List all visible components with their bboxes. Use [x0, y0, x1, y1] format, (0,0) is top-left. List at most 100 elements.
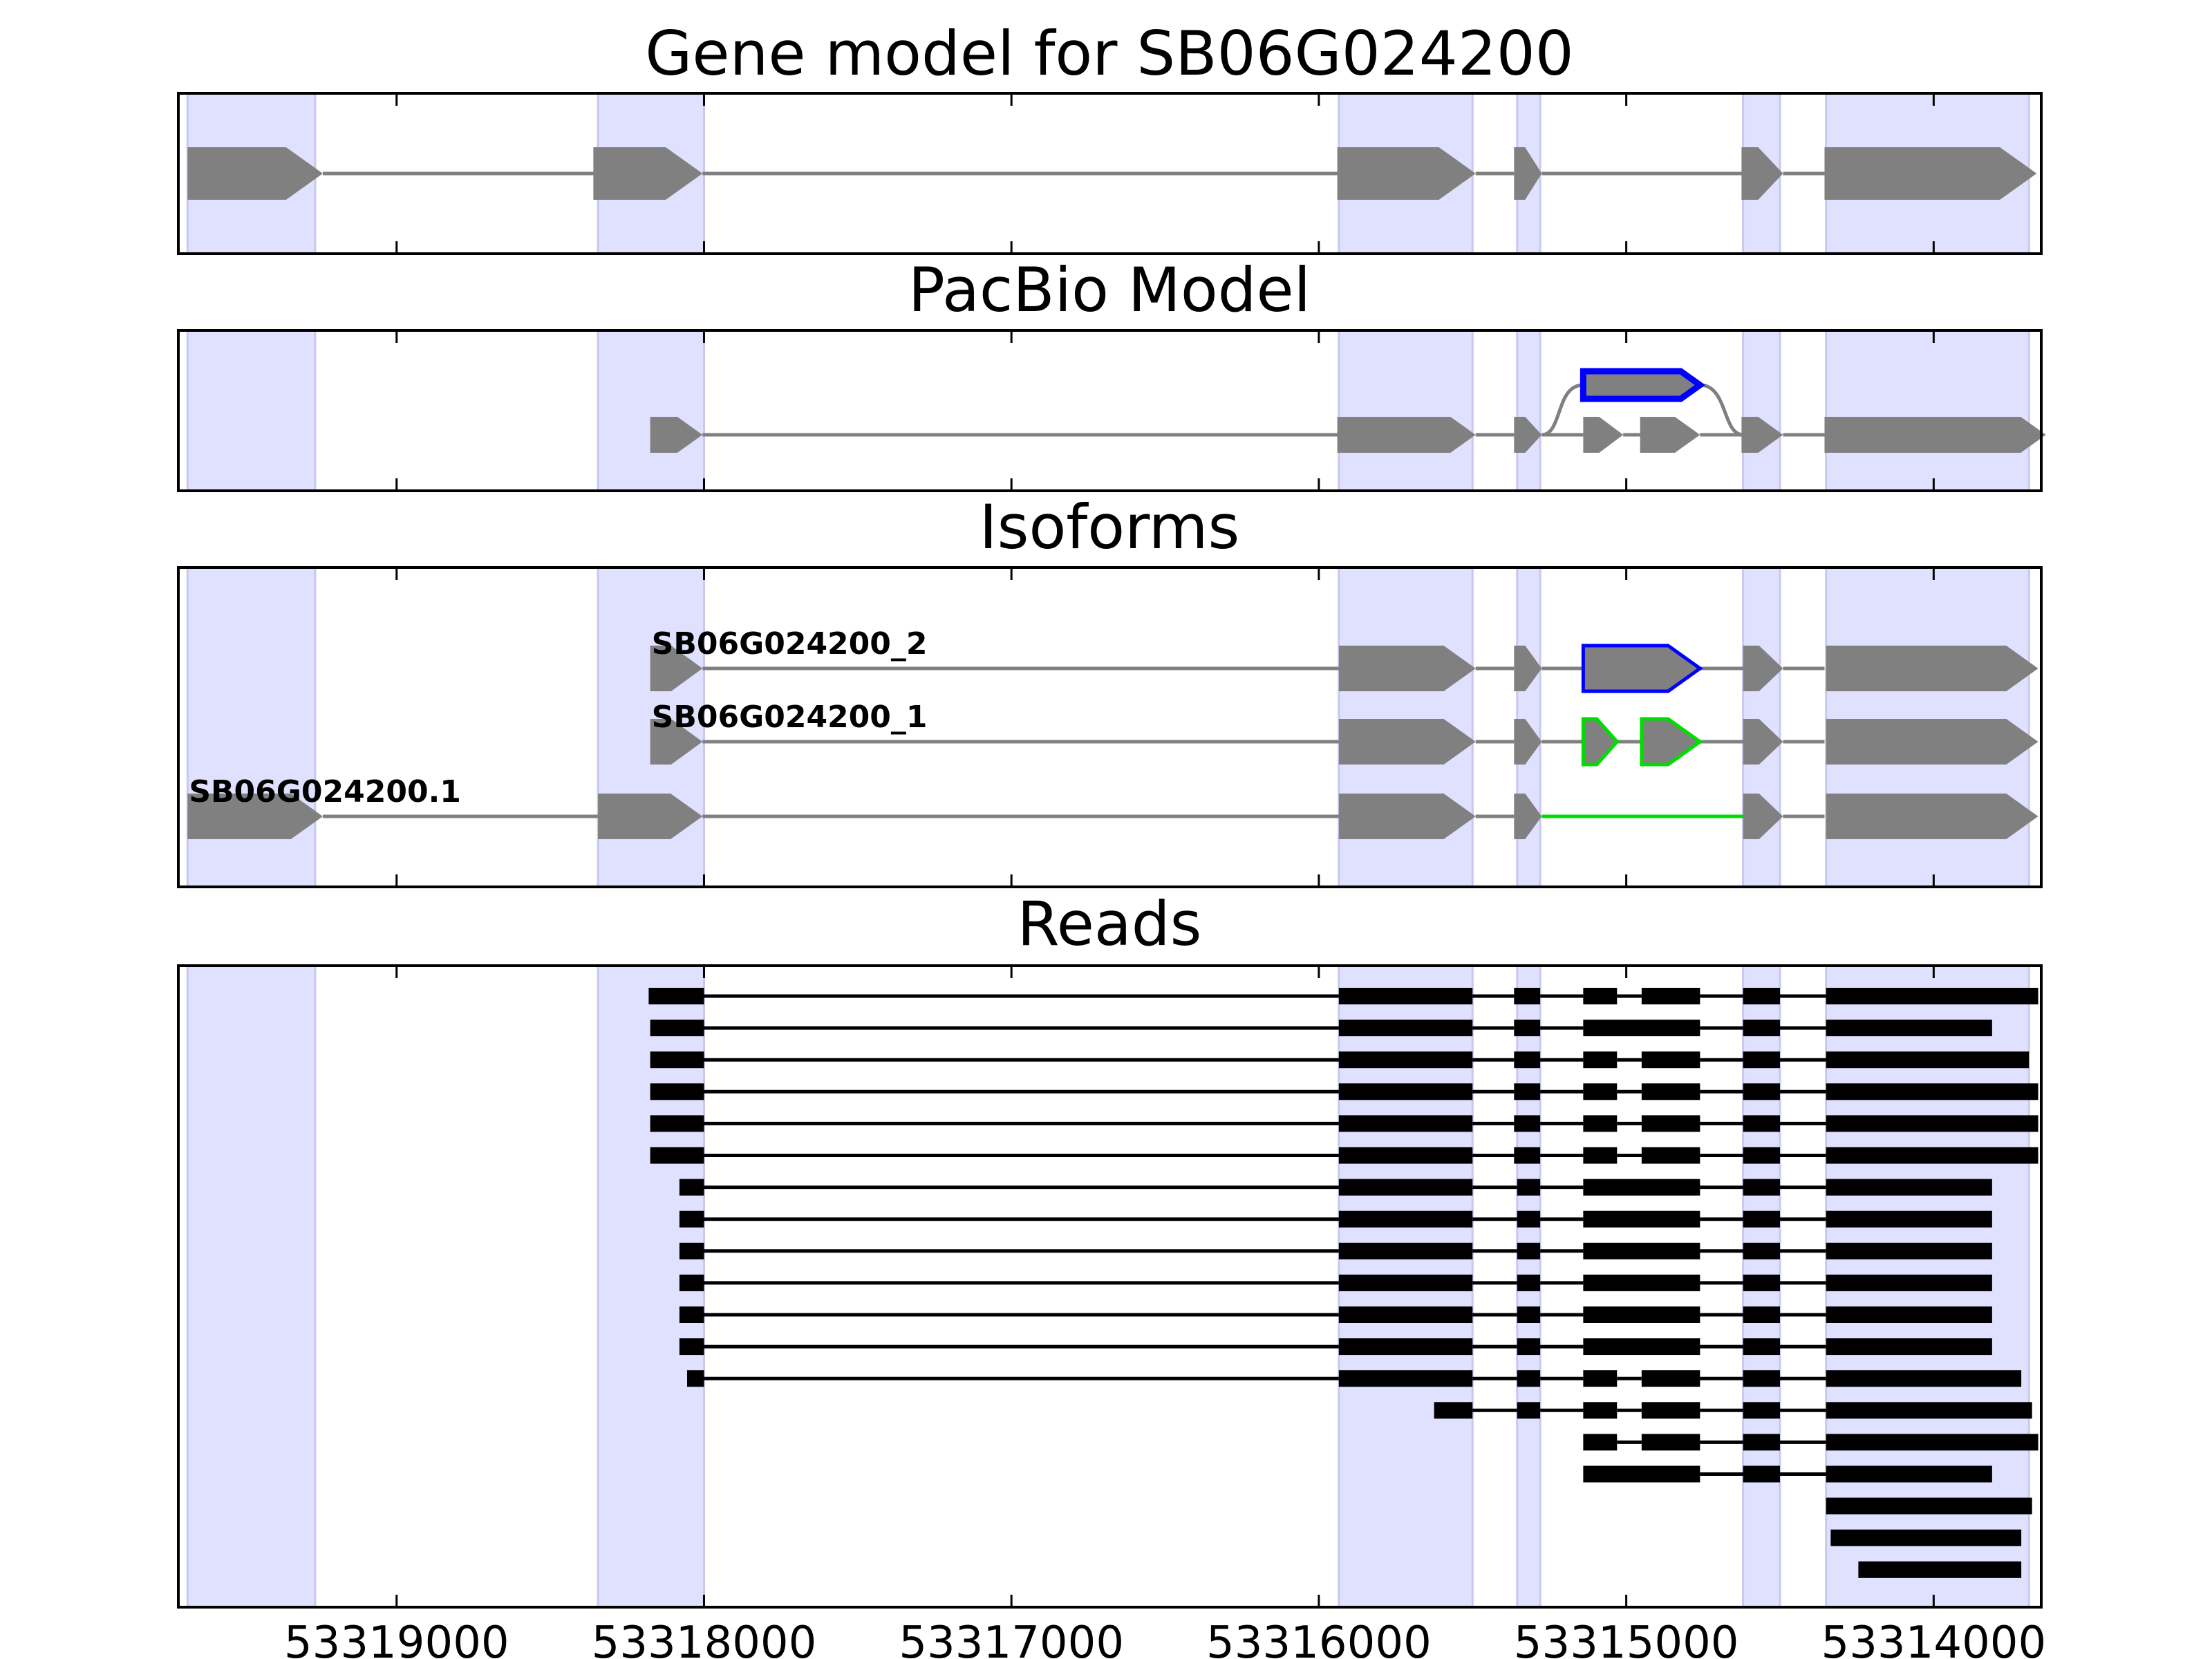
read-block: [1583, 1402, 1618, 1419]
pacbio-model-title: PacBio Model: [908, 254, 1311, 326]
exon-arrow: [1514, 794, 1542, 839]
exon-arrow: [1338, 719, 1476, 765]
isoform-label: SB06G024200_1: [652, 700, 928, 735]
exon-arrow: [1514, 417, 1542, 453]
read-block: [687, 1370, 704, 1387]
read-block: [1743, 1242, 1780, 1259]
read-block: [1338, 1083, 1473, 1100]
exon-arrow: [1337, 417, 1476, 453]
exon-arrow: [593, 147, 703, 200]
exon-arrow: [1640, 417, 1700, 453]
read-block: [1826, 1402, 2032, 1419]
read-row: [679, 1210, 1992, 1228]
exon-band: [597, 329, 705, 492]
read-block: [650, 1020, 704, 1037]
read-block: [1338, 1338, 1473, 1356]
read-block: [650, 1147, 704, 1164]
exon-arrow: [1824, 147, 2037, 200]
read-block: [1517, 1242, 1541, 1259]
read-block: [1517, 1370, 1541, 1387]
read-block: [1743, 1179, 1780, 1196]
read-block: [1338, 1370, 1473, 1387]
x-tick-label: 53319000: [284, 1618, 509, 1659]
read-block: [1338, 1210, 1473, 1228]
read-block: [1743, 1370, 1780, 1387]
exon-arrow: [1826, 719, 2038, 765]
isoforms-title: Isoforms: [980, 491, 1240, 563]
read-block: [1514, 988, 1541, 1004]
read-row: [1830, 1529, 2022, 1546]
panel-frame: [177, 964, 2043, 1609]
read-block: [1583, 1020, 1700, 1037]
exon-band: [1825, 329, 2030, 492]
read-row: [679, 1242, 1992, 1259]
isoform-label: SB06G024200.1: [189, 774, 461, 809]
read-row: [1583, 1465, 1992, 1483]
read-row: [650, 1051, 2030, 1069]
read-block: [1830, 1529, 2022, 1546]
read-block: [650, 1051, 704, 1069]
read-block: [1641, 1147, 1700, 1164]
read-block: [1514, 1115, 1541, 1132]
exon-arrow: [1826, 646, 2038, 691]
read-block: [679, 1274, 704, 1291]
read-block: [1583, 1465, 1700, 1483]
read-block: [1743, 1306, 1780, 1323]
read-block: [1743, 1051, 1780, 1069]
read-block: [1338, 1115, 1473, 1132]
x-tick-label: 53316000: [1206, 1618, 1432, 1659]
read-block: [648, 988, 704, 1004]
read-block: [1338, 1051, 1473, 1069]
exon-arrow: [1743, 794, 1783, 839]
read-row: [679, 1179, 1992, 1196]
exon-arrow: [1581, 717, 1620, 767]
exon-band: [186, 964, 317, 1609]
read-block: [1858, 1561, 2022, 1578]
read-block: [1583, 1051, 1618, 1069]
read-block: [1826, 1370, 2022, 1387]
read-block: [1517, 1210, 1541, 1228]
exon-arrow: [598, 794, 703, 839]
read-block: [1583, 1434, 1618, 1451]
read-row: [679, 1306, 1992, 1323]
exon-arrow: [1826, 794, 2038, 839]
read-block: [1517, 1402, 1541, 1419]
read-block: [1826, 1083, 2038, 1100]
read-row: [1826, 1497, 2032, 1515]
read-row: [679, 1338, 1992, 1356]
read-block: [1641, 1370, 1700, 1387]
read-block: [1826, 1051, 2030, 1069]
read-row: [1583, 1434, 2038, 1451]
isoform-label: SB06G024200_2: [652, 626, 928, 662]
read-block: [1338, 1274, 1473, 1291]
read-block: [1826, 988, 2038, 1004]
x-tick-label: 53315000: [1514, 1618, 1739, 1659]
exon-arrow: [1741, 417, 1783, 453]
exon-arrow: [1583, 417, 1624, 453]
exon-arrow: [650, 417, 703, 453]
read-block: [679, 1242, 704, 1259]
exon-band: [186, 329, 317, 492]
x-tick-label: 53317000: [899, 1618, 1124, 1659]
read-row: [648, 988, 2038, 1004]
read-block: [1743, 1465, 1780, 1483]
exon-arrow: [1581, 644, 1703, 693]
read-block: [1743, 1210, 1780, 1228]
exon-arrow: [650, 719, 703, 765]
read-row: [650, 1083, 2038, 1100]
read-block: [650, 1083, 704, 1100]
read-block: [1641, 1051, 1700, 1069]
pacbio-model-panel: PacBio Model: [177, 254, 2046, 492]
read-row: [650, 1020, 1992, 1037]
read-block: [1338, 1306, 1473, 1323]
read-block: [1641, 988, 1700, 1004]
read-block: [1641, 1115, 1700, 1132]
read-block: [1743, 1402, 1780, 1419]
read-row: [1858, 1561, 2022, 1578]
read-block: [679, 1306, 704, 1323]
panel-frame: [177, 329, 2043, 492]
read-block: [1517, 1306, 1541, 1323]
reads-panel: Reads: [177, 888, 2043, 1609]
exon-arrow: [1640, 717, 1703, 767]
